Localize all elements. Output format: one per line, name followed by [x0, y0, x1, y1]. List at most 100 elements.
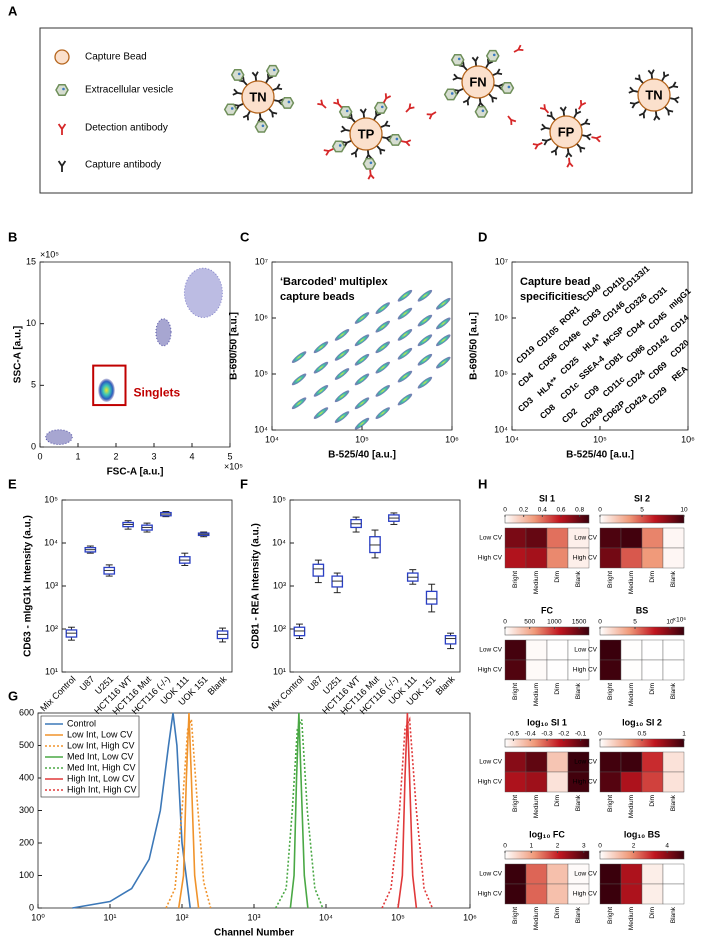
colorbar-tick-label: -0.4 — [525, 731, 537, 738]
box — [444, 635, 457, 645]
heatmap-cell — [599, 547, 622, 569]
legend-text: Extracellular vesicle — [85, 85, 174, 96]
specificity-label: CD142 — [644, 333, 671, 358]
cluster-edge — [155, 318, 172, 347]
bead-population — [397, 329, 413, 341]
row-label: Low CV — [574, 871, 597, 878]
x-multiplier: ×10⁵ — [224, 461, 243, 471]
series-line — [381, 716, 434, 909]
series-line — [397, 712, 418, 909]
row-label: High CV — [573, 891, 598, 898]
bead-population — [417, 289, 433, 302]
specificity-label: CD4 — [516, 370, 536, 389]
heatmap-cell — [641, 639, 664, 661]
heatmap-cell — [546, 547, 569, 569]
column-label: Dim — [649, 795, 656, 807]
y-tick-label: 10⁷ — [495, 256, 508, 266]
heatmap-cell — [525, 547, 548, 569]
antibody-icon — [376, 145, 386, 155]
specificity-label: CD9 — [582, 383, 602, 402]
y-tick-label: 200 — [19, 837, 34, 847]
y-tick-label: 10⁴ — [272, 537, 286, 547]
column-label: Medium — [533, 907, 540, 930]
legend-label: Control — [67, 718, 96, 728]
row-label: High CV — [478, 891, 503, 898]
colorbar-tick-label: 1 — [682, 731, 686, 738]
plot-frame — [39, 261, 231, 448]
specificity-label: HLA** — [535, 374, 560, 398]
bead — [241, 80, 275, 114]
column-label: Dim — [649, 907, 656, 919]
heatmap-cell — [567, 659, 590, 681]
heatmap-cell — [546, 527, 569, 549]
antibody-icon — [653, 110, 661, 121]
x-tick-label: 10⁶ — [445, 434, 459, 444]
bead-population — [354, 397, 370, 410]
heatmap-title: SI 2 — [634, 493, 650, 503]
colorbar — [504, 514, 590, 524]
x-tick-label: 4 — [189, 451, 194, 461]
colorbar-tick-label: -0.5 — [508, 731, 520, 738]
bead-population — [417, 376, 433, 389]
vesicle-icon — [265, 64, 280, 77]
row-label: High CV — [573, 667, 598, 674]
vesicle-dot — [230, 107, 234, 110]
antibody-icon — [471, 56, 479, 67]
antibody-icon — [507, 115, 517, 125]
specificity-label: CD62P — [600, 398, 627, 424]
antibody-icon — [566, 157, 574, 168]
bead-population — [354, 353, 370, 366]
column-label: Dim — [554, 795, 561, 807]
y-tick-label: 15 — [26, 256, 36, 266]
x-tick-label: Mix Control — [38, 674, 77, 713]
bead-population — [354, 334, 370, 347]
cluster-edge — [45, 429, 73, 446]
bead-population — [375, 302, 390, 314]
specificity-label: CD2 — [560, 406, 580, 425]
column-label: Bright — [607, 571, 614, 588]
antibody-icon — [573, 108, 582, 119]
x-tick-label: Blank — [206, 674, 229, 697]
antibody-icon — [251, 71, 259, 82]
antibody-icon — [405, 103, 415, 113]
panel-a-frame — [39, 27, 693, 194]
vesicle-icon — [254, 120, 269, 133]
column-label: Dim — [649, 683, 656, 695]
series-line — [72, 712, 191, 909]
antibody-icon — [401, 139, 412, 147]
x-tick-label: 10⁶ — [463, 912, 477, 922]
colorbar-tick-label: 500 — [524, 619, 535, 626]
heatmap-cell — [641, 863, 664, 885]
x-tick-label: 2 — [113, 451, 118, 461]
vesicle-dot — [395, 137, 399, 141]
bead-label: FN — [469, 74, 486, 89]
antibody-icon — [373, 110, 382, 121]
series-line — [177, 712, 200, 909]
heatmap-cell — [525, 659, 548, 681]
heatmap-cell — [599, 883, 622, 905]
vesicle-icon — [450, 53, 465, 66]
column-label: Dim — [554, 907, 561, 919]
bead-population — [397, 347, 413, 360]
y-tick-label: 10² — [273, 623, 286, 633]
x-tick-label: 10⁵ — [355, 434, 369, 444]
colorbar-tick-label: -0.2 — [558, 731, 570, 738]
y-tick-label: 10⁵ — [44, 494, 58, 504]
antibody-icon — [546, 111, 556, 121]
column-label: Medium — [533, 571, 540, 594]
legend-label: High Int, High CV — [67, 784, 137, 794]
specificity-label: CD24 — [624, 367, 647, 389]
y-axis-label: CD81 - REA Intensity (a.u.) — [251, 523, 262, 649]
panel-label: B — [8, 229, 17, 244]
colorbar-tick-label: -0.1 — [575, 731, 587, 738]
bead-population — [313, 361, 329, 374]
vesicle-dot — [507, 85, 511, 89]
heatmap-cell — [620, 547, 643, 569]
heatmap-cell — [504, 863, 527, 885]
colorbar-tick-label: 5 — [640, 507, 644, 514]
bead-population — [436, 334, 451, 347]
antibody-icon — [539, 104, 550, 114]
column-label: Bright — [512, 795, 519, 812]
antibody-icon — [485, 58, 494, 69]
vesicle-icon — [331, 140, 346, 153]
